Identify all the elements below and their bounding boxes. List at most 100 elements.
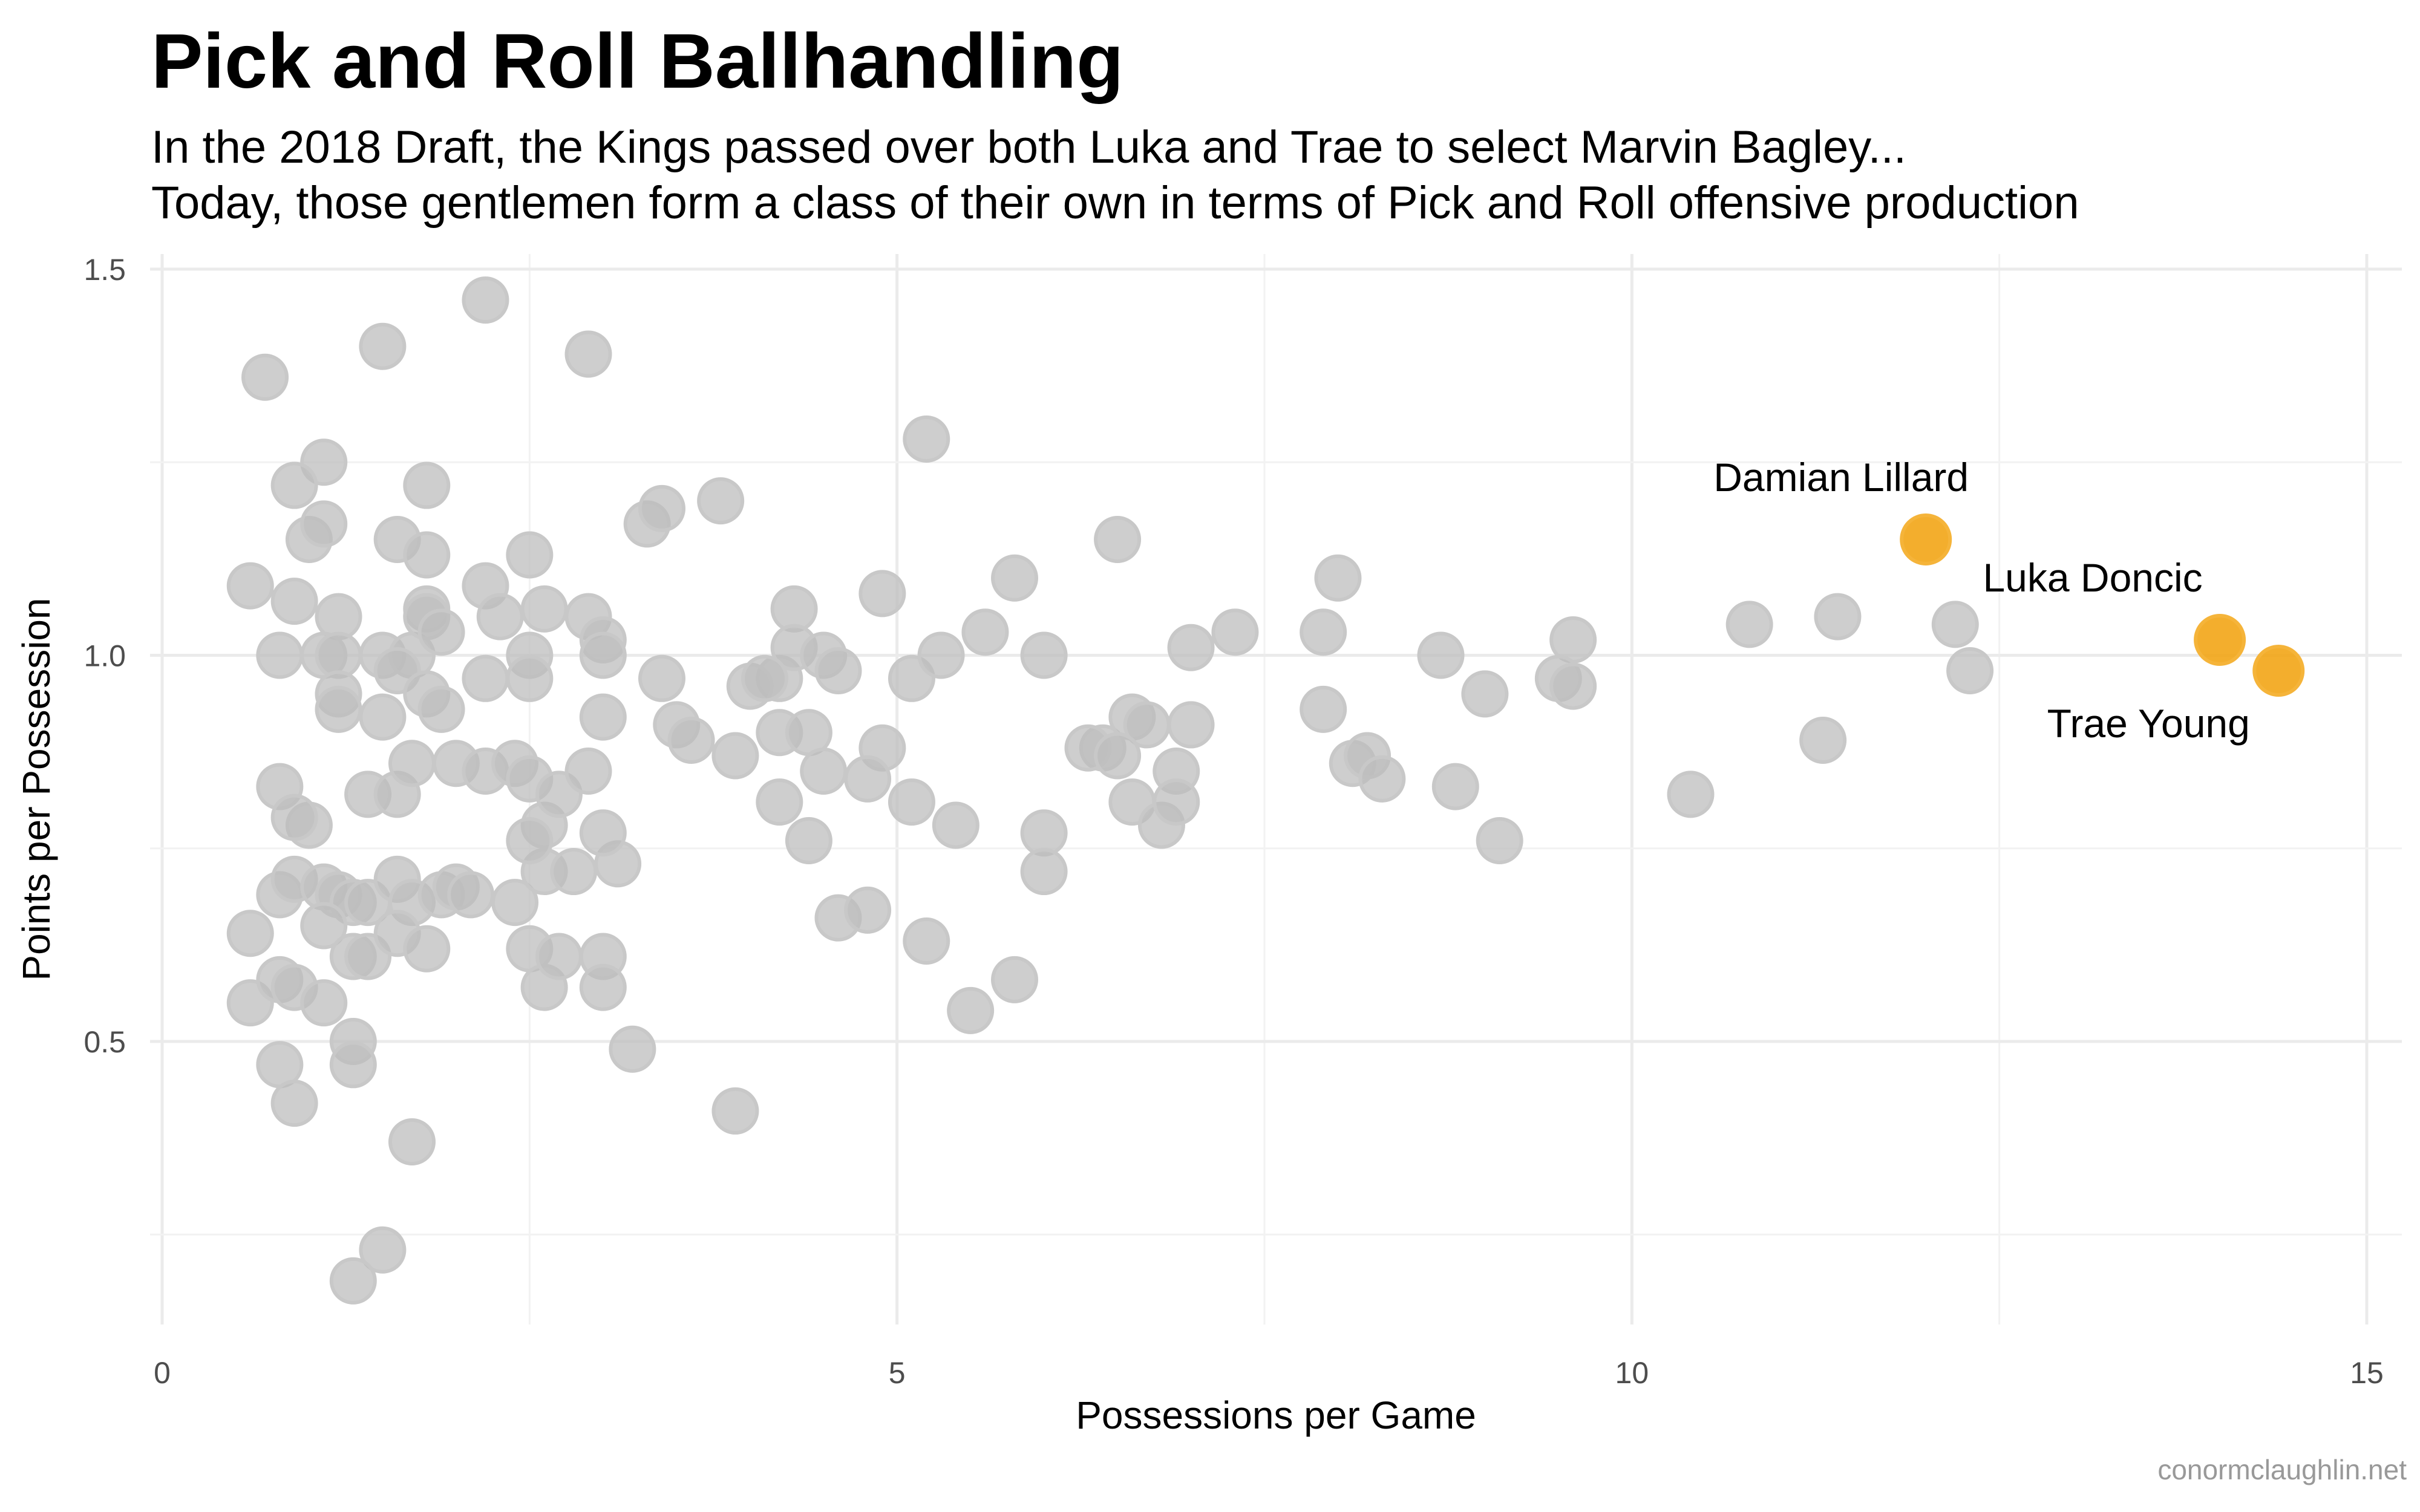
data-point	[1358, 755, 1406, 803]
data-point	[359, 693, 407, 741]
data-points	[226, 276, 2305, 1305]
data-point	[447, 871, 495, 919]
data-point	[785, 816, 832, 864]
data-point	[579, 809, 627, 857]
data-point	[888, 778, 935, 826]
data-point	[300, 902, 348, 950]
data-point	[667, 716, 715, 764]
data-point	[1314, 554, 1362, 602]
data-point	[711, 732, 759, 780]
data-point	[1020, 631, 1068, 679]
data-point	[226, 562, 274, 610]
data-point	[491, 879, 539, 927]
data-point	[1476, 816, 1523, 864]
data-point	[462, 276, 509, 324]
data-point	[844, 755, 892, 803]
y-axis-title: Points per Possession	[15, 598, 58, 980]
data-point	[1431, 763, 1479, 810]
data-point	[917, 631, 965, 679]
highlight-point	[2194, 613, 2246, 666]
data-point	[1549, 662, 1597, 710]
data-point	[638, 484, 685, 532]
point-label: Damian Lillard	[1713, 455, 1969, 500]
chart-subtitle: In the 2018 Draft, the Kings passed over…	[151, 120, 2079, 231]
data-point	[550, 848, 598, 896]
data-point	[462, 654, 509, 702]
data-point	[1725, 601, 1773, 648]
x-tick-label: 10	[1615, 1356, 1649, 1390]
data-point	[417, 608, 465, 656]
data-point	[226, 910, 274, 957]
data-point	[1211, 608, 1259, 656]
data-point	[270, 461, 318, 509]
data-point	[241, 353, 289, 401]
data-point	[1153, 778, 1200, 826]
gridlines	[150, 254, 2402, 1325]
data-point	[1020, 848, 1068, 896]
data-point	[359, 322, 407, 370]
data-point	[329, 1257, 377, 1305]
data-point	[564, 330, 612, 378]
data-point	[579, 693, 627, 741]
data-point	[961, 608, 1009, 656]
data-point	[1300, 608, 1347, 656]
data-point	[1094, 515, 1142, 563]
data-point	[506, 654, 554, 702]
data-point	[1946, 647, 1994, 695]
data-point	[1094, 732, 1142, 780]
data-point	[903, 415, 950, 463]
data-point	[1814, 593, 1862, 640]
data-point	[403, 461, 451, 509]
data-point	[697, 477, 745, 525]
point-labels: Damian Lillard Luka Doncic Trae Young	[1713, 455, 2250, 746]
data-point	[270, 1080, 318, 1127]
data-point	[315, 685, 362, 733]
data-point	[403, 531, 451, 579]
data-point	[564, 748, 612, 795]
data-point	[1167, 624, 1215, 671]
point-label: Trae Young	[2047, 701, 2250, 746]
x-axis-title: Possessions per Game	[1076, 1393, 1476, 1437]
data-point	[609, 1025, 656, 1073]
data-point	[756, 778, 803, 826]
data-point	[476, 593, 524, 640]
data-point	[270, 578, 318, 625]
point-label: Luka Doncic	[1983, 555, 2202, 600]
subtitle-line-1: In the 2018 Draft, the Kings passed over…	[151, 122, 1906, 173]
data-point	[991, 554, 1039, 602]
data-point	[1667, 771, 1715, 818]
data-point	[506, 816, 554, 864]
data-point	[1417, 631, 1465, 679]
y-tick-label: 1.0	[83, 639, 126, 673]
data-point	[932, 801, 979, 849]
data-point	[270, 793, 318, 841]
data-point	[535, 933, 583, 980]
data-point	[991, 956, 1039, 1003]
y-tick-label: 0.5	[83, 1025, 126, 1059]
data-point	[256, 631, 304, 679]
data-point	[814, 647, 862, 695]
data-point	[1799, 716, 1847, 764]
data-point	[520, 585, 568, 633]
data-point	[638, 654, 685, 702]
data-point	[1167, 701, 1215, 749]
chart-title: Pick and Roll Ballhandling	[151, 18, 1124, 105]
axis-labels: 0 5 10 15 0.5 1.0 1.5 Possessions per Game Point…	[15, 253, 2384, 1437]
x-tick-label: 0	[154, 1356, 171, 1390]
data-point	[858, 570, 906, 618]
x-tick-label: 15	[2350, 1356, 2384, 1390]
data-point	[711, 1087, 759, 1135]
y-tick-label: 1.5	[83, 253, 126, 287]
data-point	[1931, 601, 1979, 648]
data-point	[417, 685, 465, 733]
x-tick-label: 5	[889, 1356, 906, 1390]
highlight-point	[1900, 513, 1952, 565]
data-point	[903, 917, 950, 965]
data-point	[844, 886, 892, 934]
caption: conormclaughlin.net	[2157, 1454, 2407, 1485]
data-point	[506, 531, 554, 579]
data-point	[403, 925, 451, 973]
subtitle-line-2: Today, those gentlemen form a class of t…	[151, 177, 2079, 229]
